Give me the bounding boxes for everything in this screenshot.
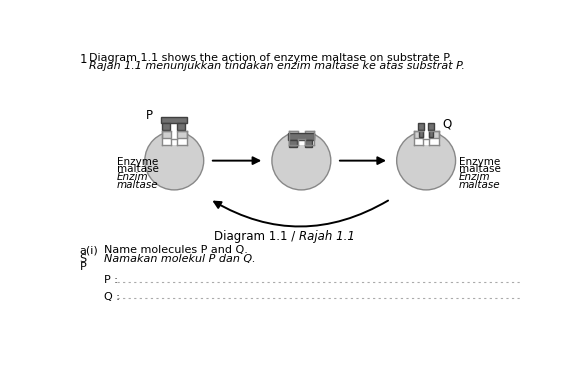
Text: Name molecules P and Q.: Name molecules P and Q.: [105, 245, 248, 255]
Text: P :: P :: [105, 275, 118, 285]
Text: maltase: maltase: [459, 180, 500, 190]
Text: Diagram 1.1 shows the action of enzyme maltase on substrate P.: Diagram 1.1 shows the action of enzyme m…: [89, 53, 452, 63]
Text: maltase: maltase: [459, 165, 500, 175]
Bar: [161, 117, 188, 123]
Bar: [413, 130, 439, 145]
Bar: [429, 131, 439, 138]
Bar: [289, 140, 297, 147]
Text: 1: 1: [80, 53, 87, 66]
Text: Q: Q: [442, 117, 452, 130]
Text: Diagram 1.1 /: Diagram 1.1 /: [213, 230, 299, 243]
Bar: [305, 131, 314, 138]
Bar: [429, 130, 433, 137]
Bar: [178, 123, 185, 130]
Bar: [162, 123, 169, 130]
Text: Q :: Q :: [105, 291, 121, 301]
Bar: [162, 131, 171, 138]
Circle shape: [145, 131, 203, 190]
Bar: [178, 131, 187, 138]
Bar: [428, 123, 435, 130]
Text: maltase: maltase: [117, 165, 159, 175]
Text: P: P: [80, 262, 86, 272]
Text: Enzim: Enzim: [117, 172, 149, 182]
Text: P: P: [146, 109, 153, 122]
Bar: [418, 123, 425, 130]
Bar: [289, 130, 314, 145]
Bar: [305, 140, 312, 147]
Text: a(i): a(i): [80, 245, 98, 255]
Bar: [288, 133, 315, 140]
Circle shape: [272, 131, 331, 190]
Bar: [162, 130, 187, 145]
Text: Enzyme: Enzyme: [459, 157, 500, 167]
Text: Rajah 1.1 menunjukkan tindakan enzim maltase ke atas substrat P.: Rajah 1.1 menunjukkan tindakan enzim mal…: [89, 61, 465, 71]
Bar: [419, 130, 423, 137]
Bar: [289, 131, 298, 138]
Circle shape: [397, 131, 456, 190]
Text: Enzim: Enzim: [459, 172, 490, 182]
Bar: [413, 131, 423, 138]
Text: S: S: [80, 254, 87, 264]
Text: maltase: maltase: [117, 180, 159, 190]
Text: Enzyme: Enzyme: [117, 157, 158, 167]
Text: Namakan molekul P dan Q.: Namakan molekul P dan Q.: [105, 254, 256, 264]
Text: Rajah 1.1: Rajah 1.1: [299, 230, 355, 243]
